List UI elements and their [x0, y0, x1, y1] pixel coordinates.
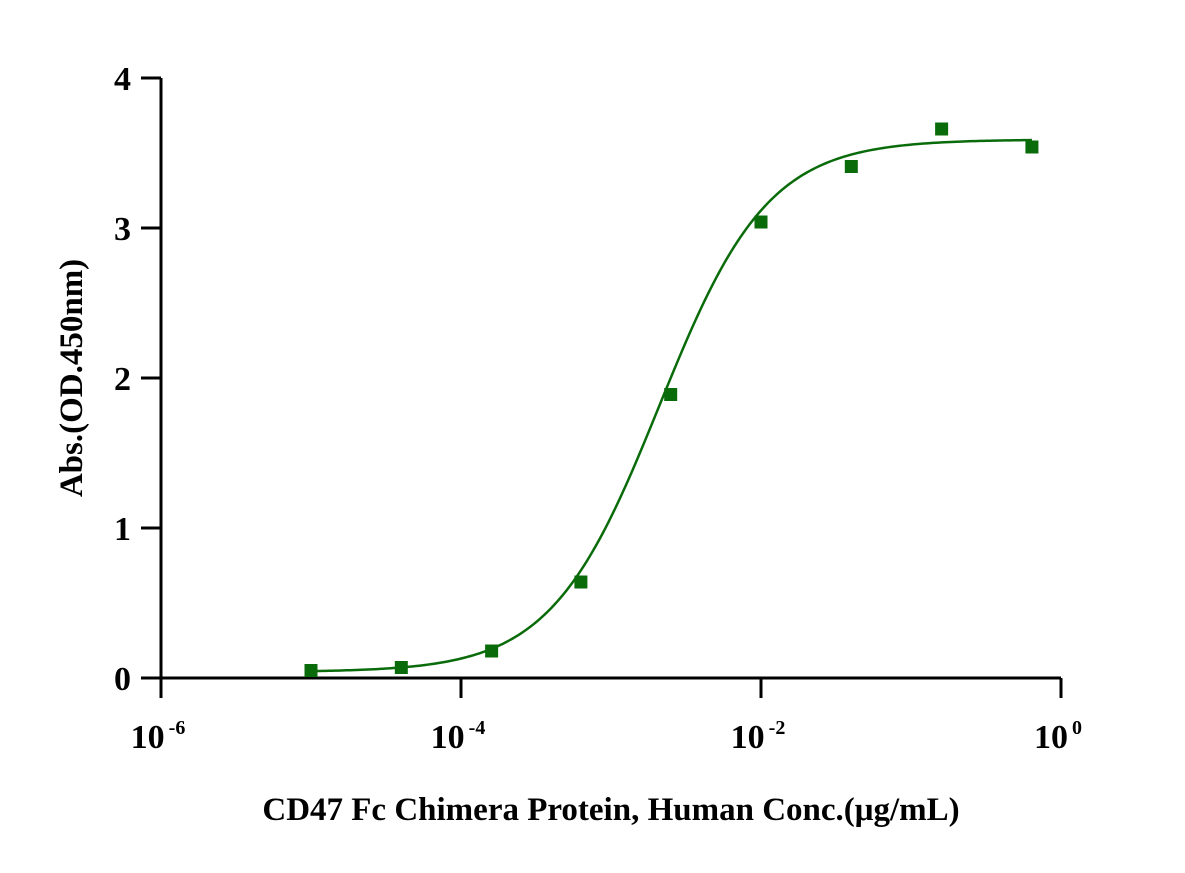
y-axis-title: Abs.(OD.450nm): [54, 259, 90, 497]
y-axis: 0 1 2 3 4: [114, 61, 163, 698]
x-tick-label: 10 -2: [731, 717, 786, 756]
data-point: [754, 215, 768, 229]
data-point: [485, 644, 499, 658]
data-point: [844, 160, 858, 173]
y-tick-label: 4: [114, 61, 131, 98]
y-tick-label: 0: [114, 661, 131, 698]
data-point: [574, 575, 588, 589]
y-tick-label: 2: [114, 361, 131, 398]
plot-area: [304, 122, 1039, 677]
data-point: [304, 664, 318, 677]
x-tick-label: 10 0: [1034, 717, 1082, 756]
x-axis-title: CD47 Fc Chimera Protein, Human Conc.(μg/…: [262, 792, 959, 828]
y-tick-label: 1: [114, 511, 131, 548]
data-point: [394, 661, 408, 674]
data-point: [1025, 140, 1039, 154]
data-point: [935, 122, 949, 136]
x-axis-ticks: 10 -6 10 -4 10 -2 10 0: [131, 678, 1082, 756]
x-tick-label: 10 -4: [431, 717, 486, 756]
x-tick-label: 10 -6: [131, 717, 186, 756]
fit-curve: [310, 138, 1032, 673]
data-point: [664, 388, 678, 401]
y-tick-label: 3: [114, 211, 131, 248]
y-axis-ticks: 0 1 2 3 4: [114, 61, 161, 698]
x-axis: 10 -6 10 -4 10 -2 10 0: [131, 676, 1082, 756]
